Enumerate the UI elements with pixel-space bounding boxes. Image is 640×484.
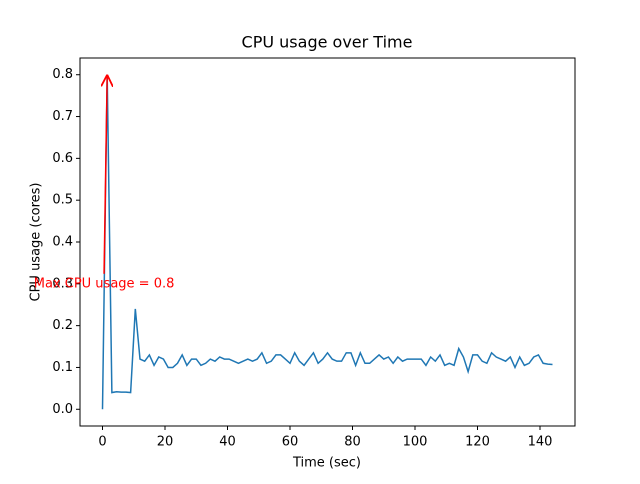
y-tick-label: 0.3 <box>52 276 73 291</box>
annotation-arrow <box>104 75 107 274</box>
x-axis-label: Time (sec) <box>292 456 361 471</box>
y-tick-label: 0.6 <box>52 151 73 166</box>
y-tick-label: 0.0 <box>52 402 73 417</box>
x-tick-label: 60 <box>282 435 299 450</box>
x-tick-label: 0 <box>98 435 106 450</box>
x-tick-label: 120 <box>465 435 490 450</box>
y-tick-label: 0.1 <box>52 360 73 375</box>
y-tick-label: 0.5 <box>52 193 73 208</box>
x-tick-label: 80 <box>344 435 361 450</box>
y-tick-label: 0.8 <box>52 67 73 82</box>
x-tick-label: 40 <box>219 435 236 450</box>
plot-frame <box>79 57 576 427</box>
y-tick-label: 0.2 <box>52 318 73 333</box>
x-tick-label: 140 <box>528 435 553 450</box>
data-line <box>101 74 553 410</box>
y-tick-label: 0.7 <box>52 109 73 124</box>
y-tick-label: 0.4 <box>52 235 73 250</box>
annotation-text: Max CPU usage = 0.8 <box>34 276 175 291</box>
x-tick-label: 100 <box>403 435 428 450</box>
x-tick-label: 20 <box>157 435 174 450</box>
chart-title: CPU usage over Time <box>242 33 413 52</box>
y-axis-label: CPU usage (cores) <box>29 183 44 302</box>
